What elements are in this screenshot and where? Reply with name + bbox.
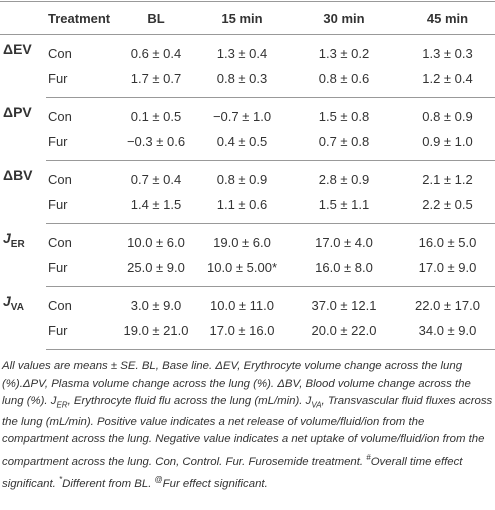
header-cell: 45 min [400,1,495,35]
group-label: JVA [0,287,46,350]
group-label: ΔBV [0,161,46,224]
footnote-text: Overall time effect significant. [2,455,463,490]
value-cell: 1.3 ± 0.2 [318,46,370,61]
value-cell: 0.8 ± 0.9 [216,172,268,187]
footnote-text: , Erythrocyte fluid flu across the lung … [67,395,312,407]
value-cell: 19.0 ± 21.0 [116,318,196,350]
header-row: Treatment BL 15 min 30 min 45 min [0,1,495,35]
footnote-text: , Transvascular fluid fluxes across the … [2,395,493,468]
value-cell: 1.1 ± 0.6 [196,192,288,224]
table-row: JER Con 10.0 ± 6.0 19.0 ± 6.0 17.0 ± 4.0 16.0… [0,224,495,256]
treatment-cell: Con [48,298,72,313]
value-cell: 1.4 ± 1.5 [116,192,196,224]
value-cell: 0.9 ± 1.0 [400,129,495,161]
value-cell: 1.5 ± 1.1 [288,192,400,224]
table-row: Fur 19.0 ± 21.0 17.0 ± 16.0 20.0 ± 22.0 34.0… [0,318,495,350]
value-cell: 20.0 ± 22.0 [288,318,400,350]
footnote-text: All values are means ± SE. BL, Base line… [2,360,471,407]
header-cell: Treatment [46,1,116,35]
treatment-cell: Fur [46,66,116,98]
value-cell: 1.3 ± 0.4 [216,46,268,61]
group-label-text: ΔPV [3,103,32,120]
footnote: All values are means ± SE. BL, Base line… [2,358,493,493]
group-label-text: J [3,229,11,246]
value-cell: 17.0 ± 4.0 [315,235,373,250]
footnote-text: Fur effect significant. [162,477,268,490]
footnote-superscript: @ [154,475,163,485]
header-cell: 15 min [196,1,288,35]
data-table: Treatment BL 15 min 30 min 45 min ΔEV Con… [0,1,495,350]
group-label-subscript: VA [10,301,24,313]
footnote-subscript: VA [311,400,322,410]
value-cell: 10.0 ± 11.0 [210,298,274,313]
value-cell: 19.0 ± 6.0 [213,235,271,250]
header-cell: 30 min [288,1,400,35]
footnote-text: Different from BL. [62,477,155,490]
value-cell: 0.8 ± 0.9 [422,109,473,124]
footnote-superscript: # [366,452,371,462]
value-cell: 0.6 ± 0.4 [130,46,182,61]
value-cell: 3.0 ± 9.0 [130,298,182,313]
value-cell: 16.0 ± 5.0 [418,235,477,250]
table-row: ΔPV Con 0.1 ± 0.5 −0.7 ± 1.0 1.5 ± 0.8 0.8 ± … [0,98,495,130]
treatment-cell: Fur [46,129,116,161]
group-label-main: JER [3,229,25,250]
treatment-cell: Con [48,172,72,187]
header-cell: BL [116,1,196,35]
value-cell: 17.0 ± 9.0 [400,255,495,287]
value-cell: 0.4 ± 0.5 [196,129,288,161]
group-label: ΔPV [0,98,46,161]
footnote-subscript: ER [56,400,68,410]
header-cell [0,1,46,35]
value-cell: 2.2 ± 0.5 [400,192,495,224]
treatment-cell: Fur [46,192,116,224]
table-row: Fur 1.7 ± 0.7 0.8 ± 0.3 0.8 ± 0.6 1.2 ± 0.4 [0,66,495,98]
treatment-cell: Fur [46,318,116,350]
value-cell: 1.2 ± 0.4 [400,66,495,98]
value-cell: 0.7 ± 0.8 [288,129,400,161]
treatment-cell: Con [48,109,72,124]
table-row: JVA Con 3.0 ± 9.0 10.0 ± 11.0 37.0 ± 12.1 22.… [0,287,495,319]
value-cell: −0.7 ± 1.0 [212,109,272,124]
value-cell: 1.5 ± 0.8 [318,109,370,124]
value-cell: −0.3 ± 0.6 [116,129,196,161]
treatment-cell: Con [48,46,72,61]
table-row: Fur 1.4 ± 1.5 1.1 ± 0.6 1.5 ± 1.1 2.2 ± 0.5 [0,192,495,224]
value-cell: 1.7 ± 0.7 [116,66,196,98]
value-cell: 10.0 ± 5.00* [196,255,288,287]
value-cell: 37.0 ± 12.1 [311,298,377,313]
value-cell: 34.0 ± 9.0 [400,318,495,350]
value-cell: 2.8 ± 0.9 [318,172,370,187]
group-label: JER [0,224,46,287]
value-cell: 22.0 ± 17.0 [415,298,480,313]
value-cell: 16.0 ± 8.0 [288,255,400,287]
table-row: ΔBV Con 0.7 ± 0.4 0.8 ± 0.9 2.8 ± 0.9 2.1 ± 1… [0,161,495,193]
table-row: Fur −0.3 ± 0.6 0.4 ± 0.5 0.7 ± 0.8 0.9 ± 1.0 [0,129,495,161]
group-label-text: J [3,292,11,309]
table-row: ΔEV Con 0.6 ± 0.4 1.3 ± 0.4 1.3 ± 0.2 1.3 ± 0… [0,35,495,67]
table-body: ΔEV Con 0.6 ± 0.4 1.3 ± 0.4 1.3 ± 0.2 1.3 ± 0… [0,35,495,350]
value-cell: 1.3 ± 0.3 [422,46,473,61]
group-label-main: JVA [3,292,24,313]
value-cell: 0.8 ± 0.3 [196,66,288,98]
value-cell: 17.0 ± 16.0 [196,318,288,350]
group-label-subscript: ER [10,238,25,250]
value-cell: 0.8 ± 0.6 [288,66,400,98]
group-label-text: ΔBV [3,166,33,183]
value-cell: 0.1 ± 0.5 [130,109,182,124]
value-cell: 0.7 ± 0.4 [130,172,182,187]
footnote-superscript: * [58,475,63,485]
group-label-text: ΔEV [3,41,32,57]
treatment-cell: Fur [46,255,116,287]
table-row: Fur 25.0 ± 9.0 10.0 ± 5.00* 16.0 ± 8.0 17.0 … [0,255,495,287]
value-cell: 10.0 ± 6.0 [127,235,185,250]
group-label: ΔEV [0,35,46,98]
value-cell: 2.1 ± 1.2 [422,172,473,187]
value-cell: 25.0 ± 9.0 [116,255,196,287]
treatment-cell: Con [48,235,72,250]
